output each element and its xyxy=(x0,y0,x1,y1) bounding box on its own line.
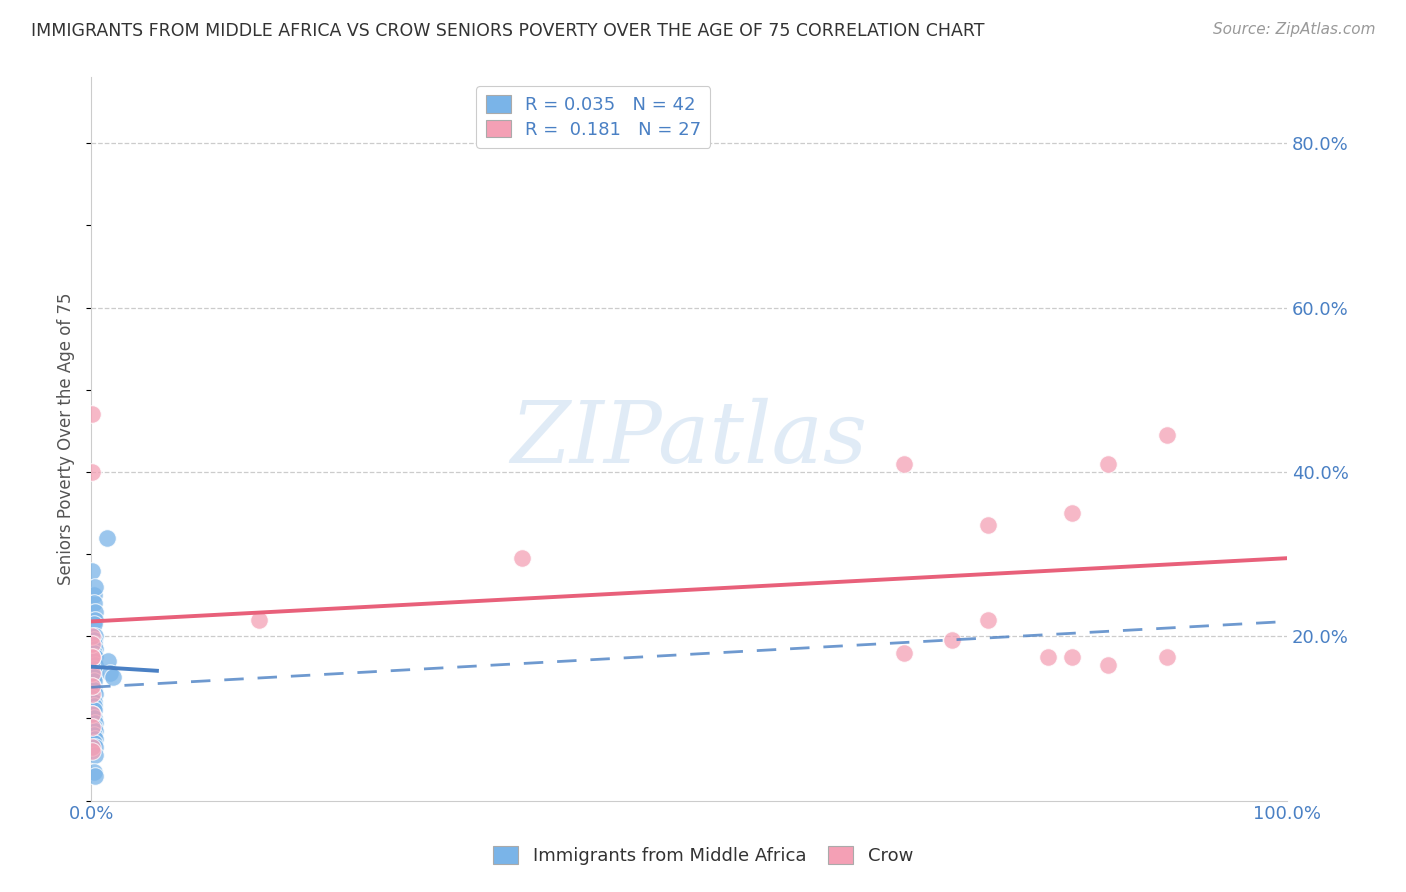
Point xyxy=(1097,457,1119,471)
Point xyxy=(1097,658,1119,673)
Point xyxy=(82,687,104,701)
Point xyxy=(83,638,105,652)
Point xyxy=(82,744,104,758)
Point xyxy=(82,679,104,693)
Point xyxy=(1060,649,1083,664)
Point xyxy=(98,666,121,681)
Point xyxy=(83,769,105,783)
Point xyxy=(83,720,105,734)
Point xyxy=(83,687,105,701)
Point xyxy=(1156,649,1178,664)
Point xyxy=(83,662,105,676)
Point xyxy=(83,613,105,627)
Text: ZIPatlas: ZIPatlas xyxy=(510,398,868,481)
Point xyxy=(83,711,105,725)
Point xyxy=(82,465,104,479)
Point xyxy=(97,654,120,668)
Point xyxy=(82,690,104,705)
Y-axis label: Seniors Poverty Over the Age of 75: Seniors Poverty Over the Age of 75 xyxy=(58,293,75,585)
Point xyxy=(82,649,104,664)
Point xyxy=(247,613,270,627)
Text: IMMIGRANTS FROM MIDDLE AFRICA VS CROW SENIORS POVERTY OVER THE AGE OF 75 CORRELA: IMMIGRANTS FROM MIDDLE AFRICA VS CROW SE… xyxy=(31,22,984,40)
Legend: Immigrants from Middle Africa, Crow: Immigrants from Middle Africa, Crow xyxy=(484,838,922,874)
Point xyxy=(893,646,915,660)
Point xyxy=(83,616,105,631)
Point xyxy=(82,707,104,722)
Point xyxy=(83,580,105,594)
Point xyxy=(82,679,104,693)
Point xyxy=(977,613,1000,627)
Point xyxy=(83,641,105,656)
Point xyxy=(83,654,105,668)
Point xyxy=(83,605,105,619)
Point xyxy=(83,736,105,750)
Point xyxy=(83,596,105,610)
Legend: R = 0.035   N = 42, R =  0.181   N = 27: R = 0.035 N = 42, R = 0.181 N = 27 xyxy=(477,87,710,147)
Point xyxy=(510,551,533,566)
Point xyxy=(83,699,105,714)
Point xyxy=(82,666,104,681)
Point xyxy=(82,629,104,643)
Point xyxy=(82,720,104,734)
Point xyxy=(893,457,915,471)
Point xyxy=(83,674,105,689)
Point xyxy=(83,748,105,763)
Point xyxy=(1060,506,1083,520)
Point xyxy=(82,638,104,652)
Point xyxy=(83,588,105,602)
Point xyxy=(96,531,118,545)
Point xyxy=(83,764,105,779)
Point xyxy=(82,649,104,664)
Point xyxy=(83,666,105,681)
Point xyxy=(82,408,104,422)
Point xyxy=(1036,649,1059,664)
Point xyxy=(1156,428,1178,442)
Point xyxy=(101,670,124,684)
Point xyxy=(941,633,963,648)
Point xyxy=(83,695,105,709)
Point xyxy=(82,564,104,578)
Point xyxy=(83,658,105,673)
Point xyxy=(977,518,1000,533)
Point xyxy=(83,633,105,648)
Point xyxy=(83,646,105,660)
Point xyxy=(83,728,105,742)
Point xyxy=(83,740,105,755)
Point xyxy=(83,629,105,643)
Point xyxy=(83,682,105,697)
Point xyxy=(82,740,104,755)
Point xyxy=(83,670,105,684)
Point xyxy=(83,703,105,717)
Point xyxy=(83,715,105,730)
Point xyxy=(83,731,105,746)
Point xyxy=(83,649,105,664)
Point xyxy=(83,723,105,738)
Point xyxy=(82,707,104,722)
Text: Source: ZipAtlas.com: Source: ZipAtlas.com xyxy=(1212,22,1375,37)
